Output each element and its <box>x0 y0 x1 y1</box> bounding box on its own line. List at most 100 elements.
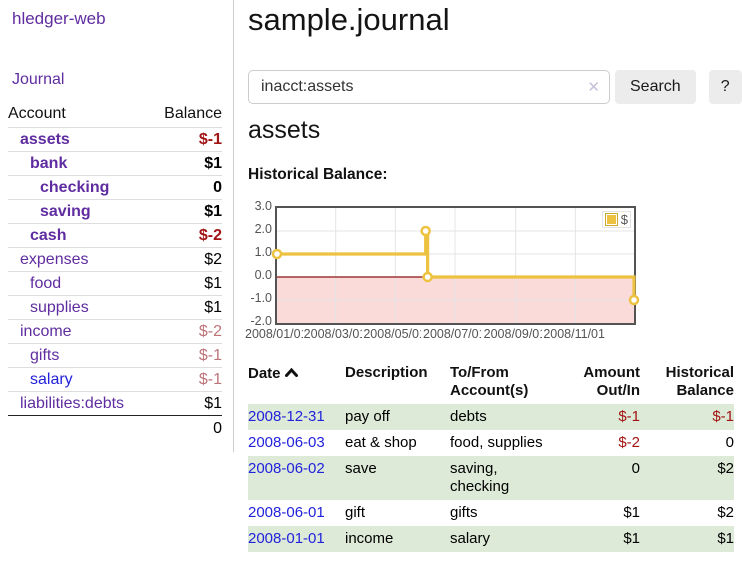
account-balance: $-1 <box>198 371 222 388</box>
page-title: sample.journal <box>248 2 450 37</box>
transaction-date-link[interactable]: 2008-12-31 <box>248 408 325 425</box>
y-axis-tick-label: 0.0 <box>254 268 272 282</box>
data-point-marker <box>420 225 431 237</box>
data-point-marker <box>271 248 283 260</box>
account-link-bank[interactable]: bank <box>30 155 68 172</box>
register-header-balance: Historical Balance <box>665 364 734 399</box>
register-table: Date Description To/From Account(s) Amou… <box>248 360 734 552</box>
transaction-amount: 0 <box>631 460 640 477</box>
accounts-total-value: 0 <box>213 420 222 437</box>
account-row: gifts $-1 <box>8 343 222 367</box>
transaction-row: 2008-01-01 income salary $1 $1 <box>248 526 734 552</box>
accounts-header-account: Account <box>8 105 66 122</box>
chart-title: Historical Balance: <box>248 166 388 183</box>
account-link-food[interactable]: food <box>30 275 62 292</box>
account-row: bank $1 <box>8 151 222 175</box>
transaction-accounts: gifts <box>450 504 478 521</box>
accounts-table-header: Account Balance <box>8 102 222 127</box>
sidebar: hledger-web Journal Account Balance asse… <box>0 0 234 452</box>
transaction-description: pay off <box>345 408 390 425</box>
transaction-balance: $-1 <box>712 408 734 425</box>
y-axis-tick-label: 2.0 <box>254 222 272 236</box>
transaction-amount: $1 <box>623 530 640 547</box>
account-link-assets[interactable]: assets <box>20 131 70 148</box>
register-header-date-label: Date <box>248 365 281 382</box>
transaction-balance: $2 <box>717 460 734 477</box>
data-point-marker <box>628 294 640 306</box>
transaction-accounts: saving, checking <box>450 460 510 495</box>
account-balance: $-2 <box>198 227 222 244</box>
x-axis-tick-label: 2008/09/01 <box>483 327 542 341</box>
account-link-supplies[interactable]: supplies <box>30 299 89 316</box>
account-row: salary $-1 <box>8 367 222 391</box>
transaction-row: 2008-06-03 eat & shop food, supplies $-2 0 <box>248 430 734 456</box>
transaction-row: 2008-06-01 gift gifts $1 $2 <box>248 500 734 526</box>
accounts-total-row: 0 <box>8 415 222 441</box>
account-link-checking[interactable]: checking <box>40 179 110 196</box>
clear-search-icon[interactable]: ✕ <box>587 79 600 96</box>
account-row: assets $-1 <box>8 127 222 151</box>
accounts-table-rows: assets $-1 bank $1 checking 0 saving $1 cash $-2 e… <box>8 127 222 415</box>
x-axis-tick-label: 2008/01/01 <box>245 327 303 341</box>
account-link-liabilities-debts[interactable]: liabilities:debts <box>20 395 125 412</box>
account-balance: $2 <box>204 251 222 268</box>
transaction-date-link[interactable]: 2008-06-02 <box>248 460 325 477</box>
x-axis-tick-label: 2008/05/01 <box>363 327 422 341</box>
transaction-date-link[interactable]: 2008-06-01 <box>248 504 325 521</box>
account-balance: $-1 <box>198 347 222 364</box>
x-axis-tick-label: 2008/11/01 <box>543 327 605 341</box>
account-row: food $1 <box>8 271 222 295</box>
search-button[interactable]: Search <box>615 70 696 104</box>
account-link-income[interactable]: income <box>20 323 72 340</box>
account-row: saving $1 <box>8 199 222 223</box>
transaction-row: 2008-06-02 save saving, checking 0 $2 <box>248 456 734 500</box>
chart-legend: $ <box>601 211 631 228</box>
transaction-balance: 0 <box>725 434 734 451</box>
account-balance: $1 <box>204 155 222 172</box>
chart-canvas <box>271 208 640 323</box>
transaction-description: save <box>345 460 377 477</box>
register-header-date[interactable]: Date <box>248 360 345 404</box>
account-link-expenses[interactable]: expenses <box>20 251 89 268</box>
account-balance: $1 <box>204 299 222 316</box>
account-row: income $-2 <box>8 319 222 343</box>
data-point-marker <box>422 271 433 283</box>
account-link-cash[interactable]: cash <box>30 227 67 244</box>
search-help-button[interactable]: ? <box>708 70 742 104</box>
register-header-account: To/From Account(s) <box>450 364 529 399</box>
search-box: ✕ <box>248 70 610 104</box>
account-heading: assets <box>248 116 321 144</box>
transaction-balance: $1 <box>717 530 734 547</box>
register-header-description: Description <box>345 364 428 381</box>
account-balance: $-2 <box>198 323 222 340</box>
account-balance: 0 <box>213 179 222 196</box>
transaction-date-link[interactable]: 2008-01-01 <box>248 530 325 547</box>
transaction-balance: $2 <box>717 504 734 521</box>
y-axis-tick-label: 1.0 <box>254 245 272 259</box>
transaction-amount: $1 <box>623 504 640 521</box>
account-link-salary[interactable]: salary <box>30 371 73 388</box>
register-header-amount: Amount Out/In <box>583 364 640 399</box>
sort-ascending-icon <box>284 364 298 382</box>
y-axis-tick-label: 3.0 <box>254 199 272 213</box>
transaction-date-link[interactable]: 2008-06-03 <box>248 434 325 451</box>
register-rows: 2008-12-31 pay off debts $-1 $-1 2008-06-03 ea… <box>248 404 734 552</box>
account-row: expenses $2 <box>8 247 222 271</box>
legend-label: $ <box>620 212 628 227</box>
account-balance: $1 <box>204 395 222 412</box>
accounts-table: Account Balance assets $-1 bank $1 checking 0… <box>8 102 222 441</box>
transaction-description: gift <box>345 504 366 521</box>
chart-plot-area: $ <box>271 206 640 325</box>
search-input[interactable] <box>248 70 610 104</box>
transaction-description: income <box>345 530 394 547</box>
app-title-link[interactable]: hledger-web <box>12 9 106 28</box>
historical-balance-chart: 3.0 2.0 1.0 0.0 -1.0 -2.0 $ 2008/01/01 2008/03… <box>240 199 720 346</box>
account-row: cash $-2 <box>8 223 222 247</box>
transaction-accounts: food, supplies <box>450 434 543 451</box>
account-link-saving[interactable]: saving <box>40 203 91 220</box>
accounts-header-balance: Balance <box>164 105 222 122</box>
transaction-description: eat & shop <box>345 434 417 451</box>
sidebar-item-journal[interactable]: Journal <box>12 71 65 88</box>
account-link-gifts[interactable]: gifts <box>30 347 60 364</box>
account-balance: $1 <box>204 203 222 220</box>
